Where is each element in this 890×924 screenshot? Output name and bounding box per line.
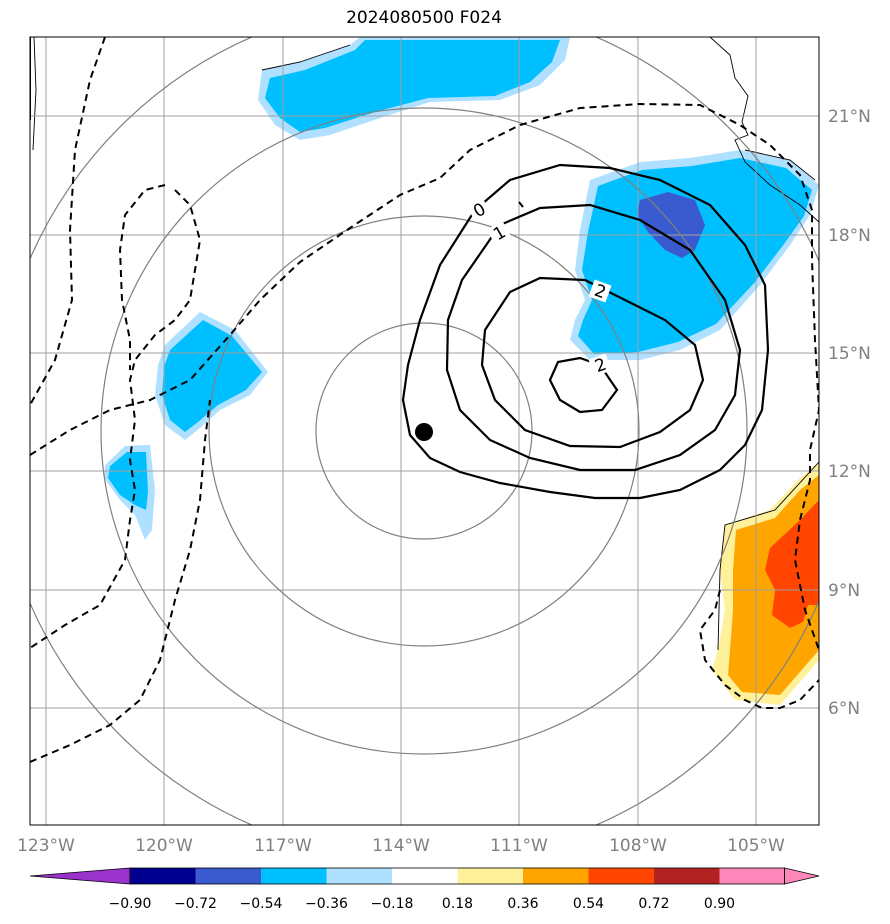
colorbar-swatch <box>261 868 327 884</box>
colorbar-tick-label: 0.36 <box>507 896 538 912</box>
range-rings <box>30 37 819 825</box>
lat-label: 15°N <box>828 344 871 364</box>
contour-labels: 0 1 2 2 <box>466 197 612 377</box>
graticule <box>30 37 819 825</box>
lat-label: 6°N <box>828 699 860 719</box>
latitude-labels: 21°N 18°N 15°N 12°N 9°N 6°N <box>828 107 871 719</box>
lon-label: 105°W <box>727 836 785 856</box>
colorbar-tick-label: −0.18 <box>371 896 414 912</box>
colorbar-swatch <box>588 868 654 884</box>
dashed-contours <box>30 37 819 763</box>
colorbar-min-extension <box>29 867 131 885</box>
colorbar: −0.90 −0.72 −0.54 −0.36 −0.18 0.18 0.36 … <box>29 867 820 912</box>
colorbar-swatch <box>457 868 523 884</box>
lat-label: 18°N <box>828 226 871 246</box>
lat-label: 9°N <box>828 581 860 601</box>
longitude-labels: 123°W 120°W 117°W 114°W 111°W 108°W 105°… <box>17 836 785 856</box>
colorbar-swatch <box>719 868 785 884</box>
colorbar-swatch <box>392 868 458 884</box>
positive-anomaly-regions <box>712 462 819 705</box>
lat-label: 21°N <box>828 107 871 127</box>
colorbar-tick-label: 0.90 <box>704 896 735 912</box>
colorbar-tick-label: 0.18 <box>442 896 473 912</box>
colorbar-tick-label: −0.90 <box>109 896 152 912</box>
lon-label: 123°W <box>17 836 75 856</box>
colorbar-swatch <box>130 868 196 884</box>
map-title: 2024080500 F024 <box>346 8 502 28</box>
colorbar-swatch <box>654 868 720 884</box>
colorbar-max-extension <box>784 867 820 885</box>
lon-label: 108°W <box>609 836 667 856</box>
storm-center-marker <box>415 423 433 441</box>
coastlines <box>32 37 819 651</box>
colorbar-swatch <box>195 868 261 884</box>
colorbar-swatch <box>523 868 589 884</box>
colorbar-tick-label: −0.54 <box>240 896 283 912</box>
colorbar-tick-label: −0.36 <box>305 896 348 912</box>
colorbar-tick-label: 0.54 <box>573 896 604 912</box>
lat-label: 12°N <box>828 462 871 482</box>
colorbar-tick-label: 0.72 <box>638 896 669 912</box>
map-frame <box>29 36 820 826</box>
lon-label: 114°W <box>372 836 430 856</box>
lon-label: 120°W <box>135 836 193 856</box>
lon-label: 111°W <box>490 836 548 856</box>
colorbar-tick-label: −0.72 <box>174 896 217 912</box>
lon-label: 117°W <box>254 836 312 856</box>
colorbar-swatch <box>326 868 392 884</box>
